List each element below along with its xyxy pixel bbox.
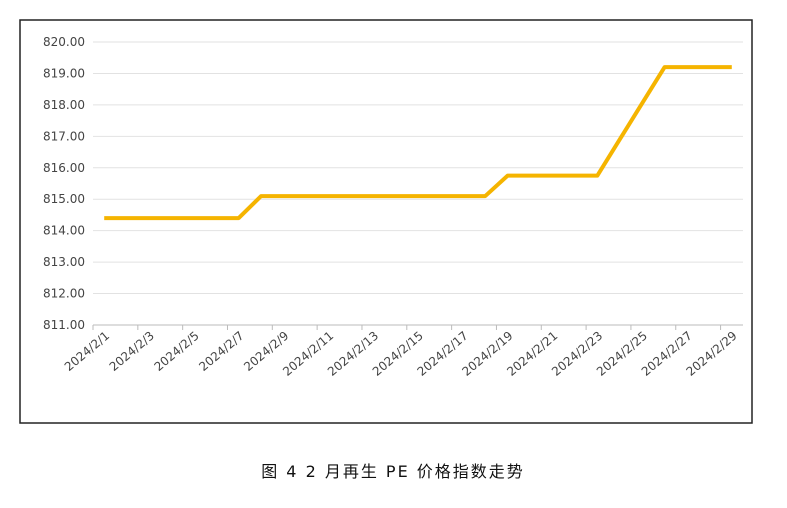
- y-tick-label: 817.00: [43, 129, 85, 143]
- y-tick-label: 819.00: [43, 66, 85, 80]
- y-tick-label: 818.00: [43, 98, 85, 112]
- y-tick-label: 813.00: [43, 255, 85, 269]
- chart-frame: [19, 19, 753, 424]
- y-tick-label: 812.00: [43, 287, 85, 301]
- y-tick-label: 811.00: [43, 318, 85, 332]
- y-tick-label: 816.00: [43, 161, 85, 175]
- y-tick-label: 814.00: [43, 224, 85, 238]
- line: [104, 65, 732, 221]
- chart-caption: 图 4 2 月再生 PE 价格指数走势: [261, 462, 525, 481]
- y-tick-label: 820.00: [43, 35, 85, 49]
- y-tick-label: 815.00: [43, 192, 85, 206]
